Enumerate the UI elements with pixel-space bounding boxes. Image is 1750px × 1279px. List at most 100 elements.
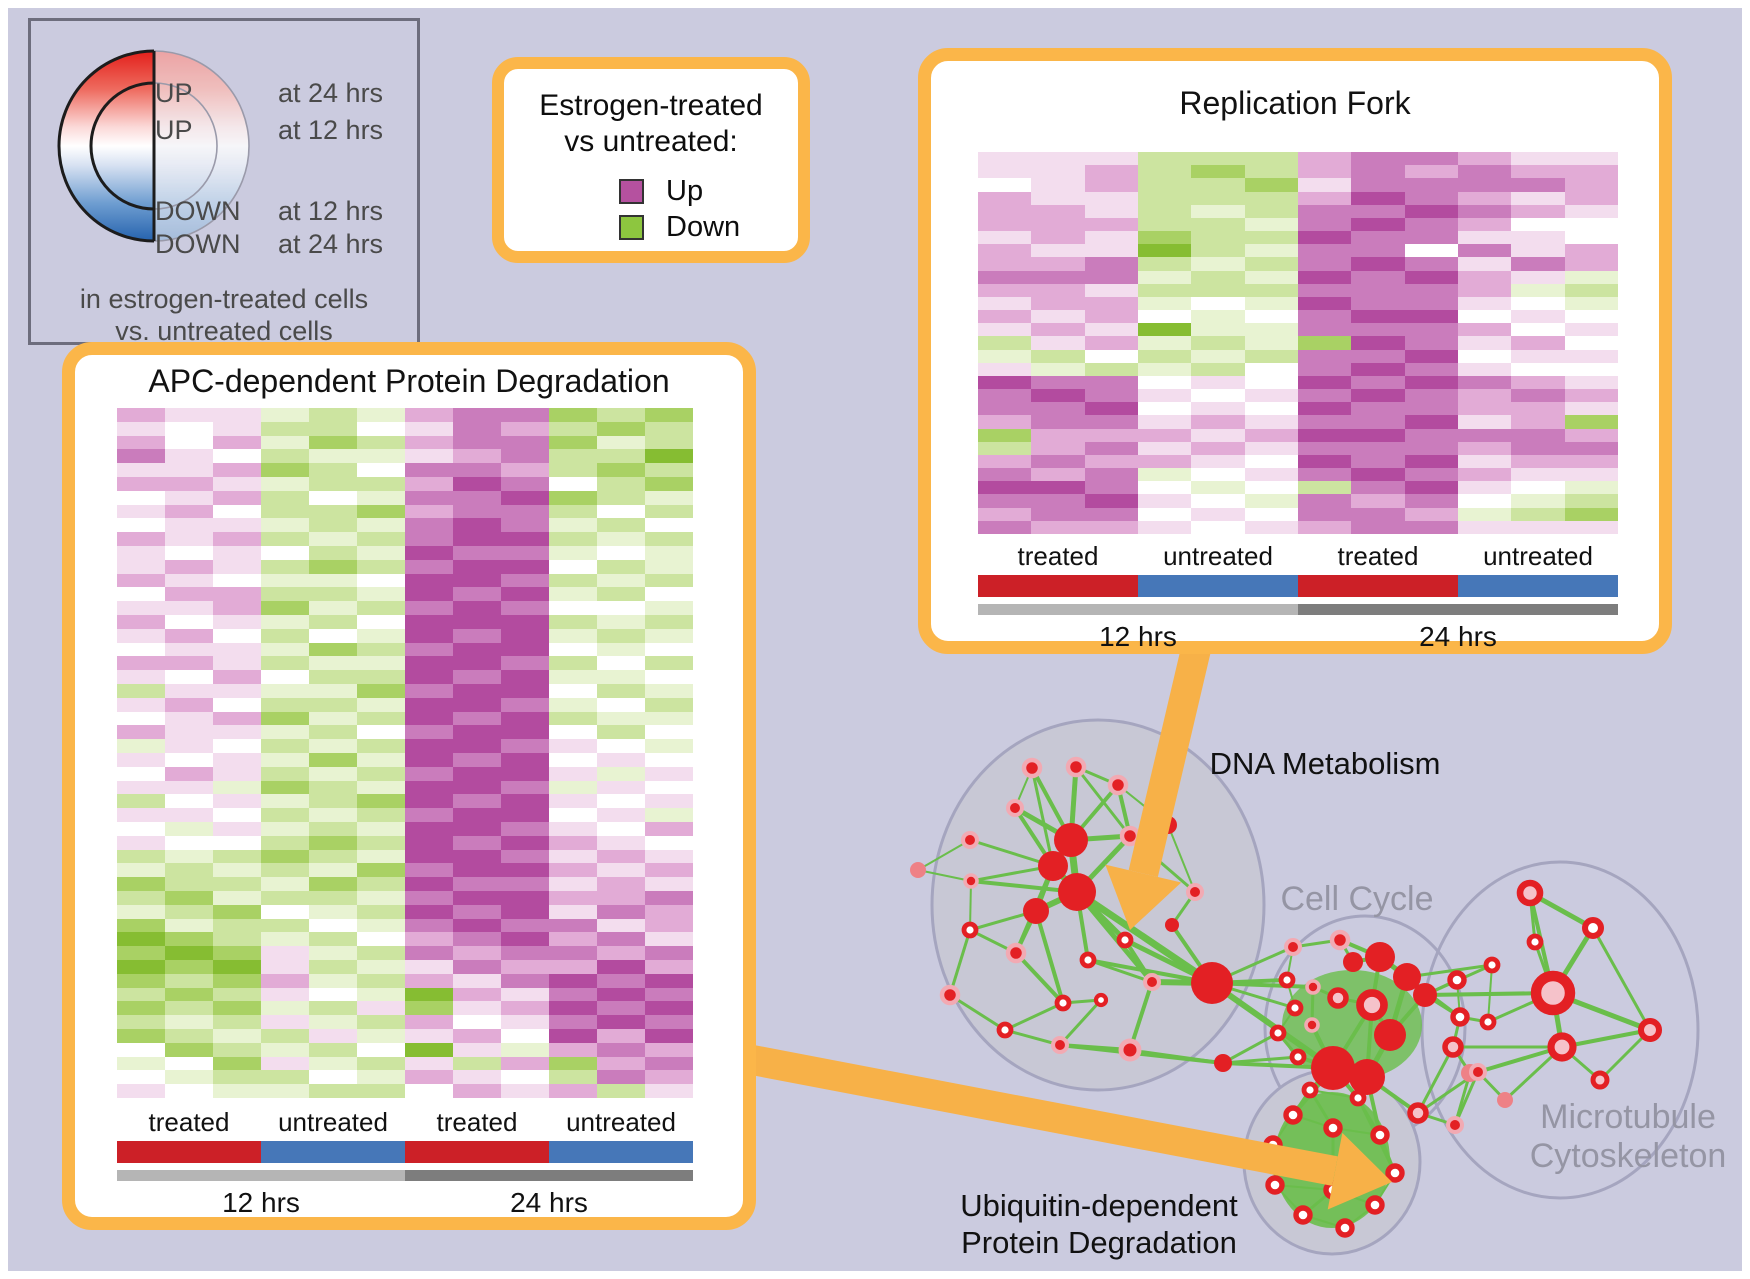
heatmap-cell xyxy=(309,739,357,753)
down-label: Down xyxy=(666,211,741,243)
heatmap-cell xyxy=(117,822,165,836)
heatmap-cell xyxy=(1031,178,1085,192)
heatmap-cell xyxy=(1404,244,1458,258)
heatmap-cell xyxy=(117,835,165,850)
heatmap-cell xyxy=(1511,494,1565,508)
heatmap-cell xyxy=(501,780,549,795)
heatmap-cell xyxy=(261,504,309,519)
heatmap-cell xyxy=(357,1042,405,1057)
legend-title-line2: vs untreated: xyxy=(564,125,738,158)
heatmap-cell xyxy=(165,794,213,809)
heatmap-cell xyxy=(309,490,357,505)
legend-time-24: at 24 hrs xyxy=(278,78,384,108)
heatmap-cell xyxy=(1564,520,1618,534)
heatmap-cell xyxy=(405,918,453,933)
heatmap-cell xyxy=(1244,283,1298,297)
heatmap-cell xyxy=(453,642,501,657)
heatmap-cell xyxy=(357,504,405,519)
heatmap-cell xyxy=(597,891,645,905)
heatmap-cell xyxy=(645,642,693,657)
heatmap-cell xyxy=(1084,323,1138,337)
heatmap-cell xyxy=(1404,178,1458,192)
heatmap-cell xyxy=(978,204,1032,218)
heatmap-cell xyxy=(645,449,693,464)
heatmap-cell xyxy=(978,270,1032,284)
time-label-24hrs: 24 hrs xyxy=(1419,621,1497,652)
heatmap-cell xyxy=(357,670,405,684)
network-node xyxy=(1118,1038,1142,1062)
heatmap-cell xyxy=(597,1042,645,1057)
heatmap-cell xyxy=(1244,217,1298,232)
heatmap-cell xyxy=(1244,415,1298,429)
heatmap-cell xyxy=(405,559,453,574)
heatmap-cell xyxy=(309,711,357,726)
network-node xyxy=(1479,1013,1497,1031)
heatmap-cell xyxy=(501,918,549,933)
heatmap-cell xyxy=(309,1015,357,1029)
heatmap-cell xyxy=(165,463,213,477)
heatmap-cell xyxy=(1191,204,1245,218)
heatmap-cell xyxy=(405,891,453,905)
heatmap-cell xyxy=(597,642,645,657)
heatmap-cell xyxy=(1351,165,1405,179)
heatmap-cell xyxy=(165,877,213,891)
heatmap-cell xyxy=(117,766,165,781)
heatmap-cell xyxy=(405,504,453,519)
heatmap-cell xyxy=(1404,323,1458,337)
heatmap-cell xyxy=(309,463,357,477)
heatmap-cell xyxy=(405,546,453,560)
heatmap-cell xyxy=(501,490,549,505)
heatmap-cell xyxy=(1457,375,1512,390)
network-node xyxy=(1365,1195,1385,1215)
heatmap-cell xyxy=(213,1001,261,1016)
heatmap-cell xyxy=(597,863,645,878)
time-bar-24hrs xyxy=(1298,604,1618,615)
heatmap-cell xyxy=(165,780,213,795)
heatmap-cell xyxy=(405,670,453,684)
heatmap-cell xyxy=(213,1070,261,1085)
heatmap-cell xyxy=(501,518,549,533)
heatmap-cell xyxy=(1084,494,1138,508)
heatmap-cell xyxy=(597,739,645,753)
heatmap-cell xyxy=(261,1070,309,1085)
heatmap-cell xyxy=(645,891,693,905)
heatmap-cell xyxy=(165,518,213,533)
heatmap-cell xyxy=(117,546,165,560)
heatmap-cell xyxy=(549,1056,597,1071)
heatmap-cell xyxy=(1404,217,1458,232)
heatmap-cell xyxy=(357,711,405,726)
heatmap-cell xyxy=(357,477,405,491)
heatmap-cell xyxy=(165,684,213,698)
heatmap-cell xyxy=(1244,389,1298,403)
network-edge xyxy=(1030,767,1055,867)
heatmap-cell xyxy=(1351,349,1405,363)
heatmap-cell xyxy=(597,808,645,822)
apc-degradation-panel: APC-dependent Protein Degradation treate… xyxy=(62,342,756,1230)
heatmap-cell xyxy=(1137,270,1192,284)
heatmap-cell xyxy=(1084,441,1138,455)
heatmap-cell xyxy=(1511,217,1565,232)
heatmap-cell xyxy=(453,946,501,960)
heatmap-cell xyxy=(117,780,165,795)
heatmap-cell xyxy=(501,987,549,1002)
heatmap-cell xyxy=(357,822,405,836)
heatmap-cell xyxy=(453,615,501,629)
heatmap-cell xyxy=(1137,310,1192,324)
network-node xyxy=(1286,999,1304,1017)
concentric-updown-icon xyxy=(57,49,250,243)
edge-density-blob xyxy=(1282,970,1422,1080)
heatmap-cell xyxy=(597,490,645,505)
heatmap-cell xyxy=(261,946,309,960)
group-label-untreated: untreated xyxy=(278,1107,388,1137)
heatmap-cell xyxy=(213,615,261,629)
heatmap-cell xyxy=(597,711,645,726)
heatmap-cell xyxy=(165,670,213,684)
heatmap-cell xyxy=(645,518,693,533)
network-node xyxy=(1327,987,1349,1009)
heatmap-cell xyxy=(1404,441,1458,455)
heatmap-cell xyxy=(309,559,357,574)
network-node xyxy=(1343,952,1363,972)
heatmap-cell xyxy=(1564,362,1618,376)
heatmap-cell xyxy=(1351,323,1405,337)
heatmap-cell xyxy=(1031,296,1085,311)
